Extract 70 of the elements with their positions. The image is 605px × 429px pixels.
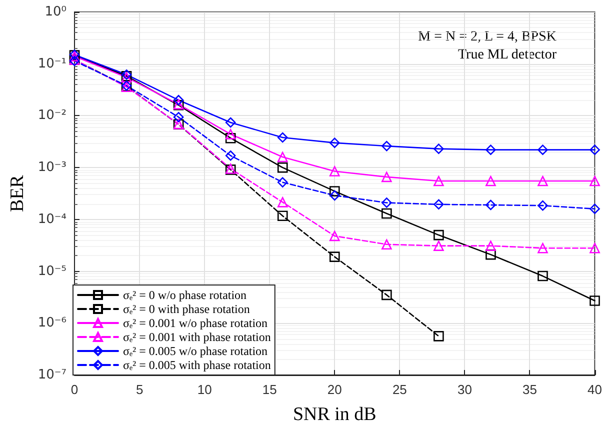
point	[329, 138, 340, 148]
point	[277, 132, 288, 143]
legend-label: σₑ² = 0 with phase rotation	[123, 302, 250, 316]
point	[538, 144, 548, 155]
point	[277, 177, 288, 188]
point	[486, 240, 496, 251]
point	[538, 270, 548, 282]
y-tick-label: 10⁻⁵	[38, 264, 67, 279]
point	[486, 144, 496, 155]
point	[382, 198, 392, 208]
x-tick-label: 20	[327, 382, 342, 397]
point	[590, 204, 600, 214]
legend-label: σₑ² = 0.005 with phase rotation	[123, 358, 271, 372]
x-tick-label: 40	[588, 382, 602, 397]
point	[590, 242, 600, 254]
point	[434, 240, 444, 251]
y-tick-label: 10⁻¹	[38, 56, 67, 72]
x-tick-label: 0	[70, 382, 78, 397]
point	[225, 129, 236, 140]
legend-label: σₑ² = 0.001 with phase rotation	[123, 330, 271, 344]
legend-label: σₑ² = 0.005 w/o phase rotation	[123, 344, 268, 358]
point	[434, 199, 444, 210]
x-tick-label: 15	[262, 382, 277, 397]
legend-label: σₑ² = 0.001 w/o phase rotation	[123, 316, 268, 330]
y-tick-label: 10⁻²	[38, 108, 67, 124]
legend-label: σₑ² = 0 w/o phase rotation	[123, 288, 247, 302]
point	[538, 242, 548, 254]
y-tick-label: 10⁻⁶	[38, 316, 67, 331]
point	[486, 200, 496, 210]
point	[329, 230, 340, 242]
y-axis-title: BER	[7, 174, 28, 212]
x-tick-label: 10	[197, 382, 212, 397]
point	[173, 112, 184, 122]
point	[173, 94, 184, 106]
point	[225, 132, 236, 144]
point	[434, 144, 444, 154]
point	[538, 200, 548, 211]
point	[329, 252, 340, 262]
point	[382, 208, 392, 219]
x-tick-label: 30	[457, 382, 472, 397]
point	[538, 176, 548, 186]
point	[277, 152, 288, 162]
point	[277, 210, 288, 222]
point	[382, 239, 392, 250]
point	[590, 144, 600, 155]
point	[382, 172, 392, 182]
point	[277, 162, 288, 173]
point	[590, 296, 600, 306]
annotation: True ML detector	[458, 48, 557, 62]
x-tick-label: 35	[522, 382, 537, 397]
point	[382, 290, 392, 300]
point	[590, 176, 600, 186]
y-tick-label: 10⁻⁴	[38, 212, 67, 227]
point	[277, 197, 288, 208]
y-tick-label: 10⁰	[44, 4, 67, 20]
point	[329, 186, 340, 196]
x-tick-label: 25	[392, 382, 407, 397]
point	[486, 176, 496, 186]
point	[225, 117, 236, 128]
x-tick-label: 5	[136, 382, 144, 397]
point	[225, 150, 236, 161]
y-tick-label: 10⁻⁷	[38, 368, 67, 382]
point	[329, 166, 340, 176]
point	[329, 190, 340, 201]
point	[434, 176, 444, 186]
point	[434, 331, 444, 342]
point	[434, 230, 444, 240]
point	[382, 140, 392, 152]
y-tick-label: 10⁻³	[38, 160, 67, 176]
x-axis-title: SNR in dB	[292, 404, 376, 425]
